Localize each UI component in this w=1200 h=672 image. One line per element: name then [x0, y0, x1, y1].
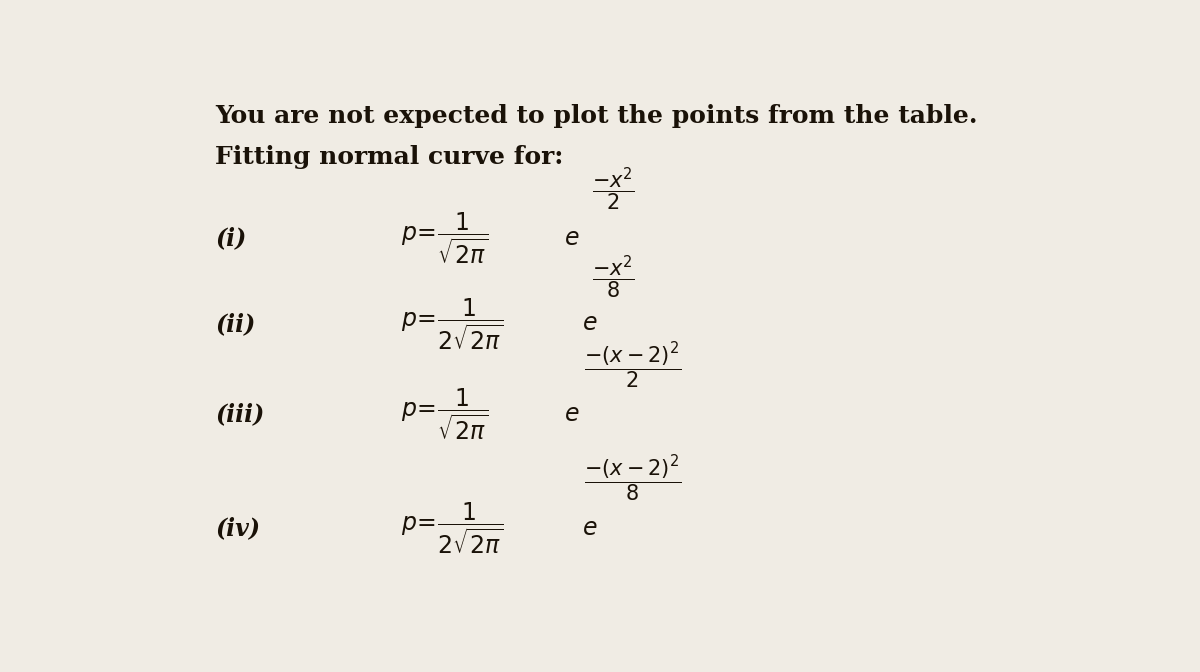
Text: (iii): (iii): [215, 403, 264, 427]
Text: $p\!=\!\dfrac{1}{\sqrt{2\pi}}$: $p\!=\!\dfrac{1}{\sqrt{2\pi}}$: [401, 210, 488, 266]
Text: $\dfrac{-(x-2)^2}{8}$: $\dfrac{-(x-2)^2}{8}$: [584, 454, 682, 505]
Text: (i): (i): [215, 226, 246, 251]
Text: $\dfrac{-x^2}{2}$: $\dfrac{-x^2}{2}$: [592, 165, 635, 213]
Text: You are not expected to plot the points from the table.: You are not expected to plot the points …: [215, 104, 978, 128]
Text: $p\!=\!\dfrac{1}{\sqrt{2\pi}}$: $p\!=\!\dfrac{1}{\sqrt{2\pi}}$: [401, 386, 488, 442]
Text: $e$: $e$: [564, 227, 580, 250]
Text: (ii): (ii): [215, 312, 256, 336]
Text: Fitting normal curve for:: Fitting normal curve for:: [215, 145, 564, 169]
Text: (iv): (iv): [215, 516, 260, 540]
Text: $e$: $e$: [564, 403, 580, 426]
Text: $e$: $e$: [582, 517, 598, 540]
Text: $e$: $e$: [582, 312, 598, 335]
Text: $\dfrac{-x^2}{8}$: $\dfrac{-x^2}{8}$: [592, 253, 635, 301]
Text: $p\!=\!\dfrac{1}{2\sqrt{2\pi}}$: $p\!=\!\dfrac{1}{2\sqrt{2\pi}}$: [401, 500, 504, 556]
Text: $\dfrac{-(x-2)^2}{2}$: $\dfrac{-(x-2)^2}{2}$: [584, 340, 682, 390]
Text: $p\!=\!\dfrac{1}{2\sqrt{2\pi}}$: $p\!=\!\dfrac{1}{2\sqrt{2\pi}}$: [401, 296, 504, 352]
